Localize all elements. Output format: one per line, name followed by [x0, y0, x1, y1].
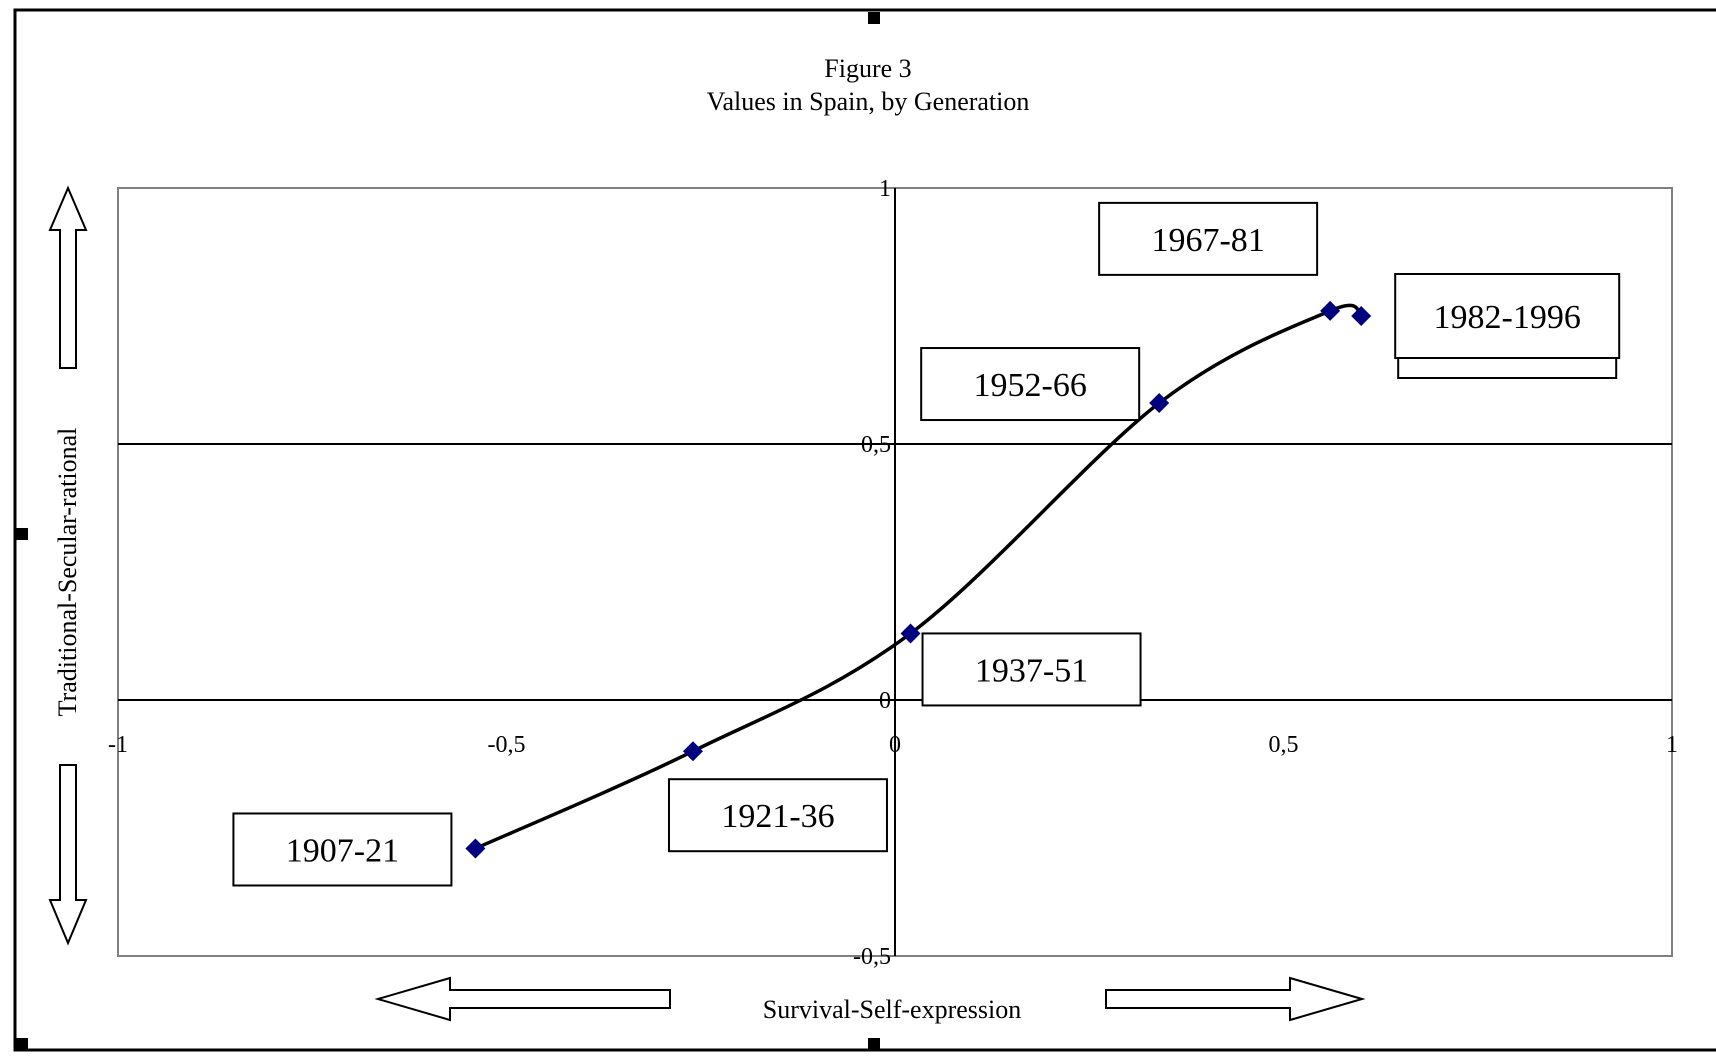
label-box	[232, 812, 453, 887]
selection-handle-top[interactable]	[868, 12, 880, 24]
selection-handle-left[interactable]	[16, 528, 28, 540]
y-tick-label: 0	[879, 688, 891, 714]
selection-handle-bottom[interactable]	[868, 1038, 880, 1050]
data-label-boxes: 1907-21 1921-36 1937-51 1952-66 1967-81 1982-…	[232, 201, 1621, 887]
data-label: 1921-36	[721, 798, 834, 835]
x-tick-label: 0	[889, 732, 901, 758]
data-point	[1149, 393, 1170, 414]
series-line	[474, 303, 1363, 851]
x-tick-label: -1	[108, 732, 128, 758]
data-label: 1952-66	[974, 367, 1087, 404]
y-tick-label: 0,5	[861, 432, 891, 458]
y-axis-label: Traditional-Secular-rational	[53, 428, 82, 717]
data-point	[1351, 306, 1372, 326]
arrow-up-icon	[48, 185, 88, 369]
data-point	[682, 741, 703, 762]
y-tick-label: 1	[879, 176, 891, 202]
data-label: 1907-21	[286, 832, 399, 869]
label-box	[921, 632, 1142, 707]
arrow-left-icon	[374, 976, 671, 1022]
axes-layer	[118, 188, 1672, 956]
x-axis-label: Survival-Self-expression	[763, 995, 1022, 1024]
x-tick-label: 0,5	[1269, 732, 1299, 758]
chart-subtitle: Values in Spain, by Generation	[707, 87, 1030, 116]
data-label: 1967-81	[1151, 222, 1264, 259]
label-box	[1098, 201, 1319, 276]
data-point	[900, 623, 921, 644]
arrow-down-icon	[48, 764, 88, 946]
data-label: 1982-1996	[1434, 299, 1581, 336]
label-box	[1394, 273, 1621, 359]
label-box	[920, 347, 1141, 422]
tick-labels: -1 -0,5 0 0,5 1 1 0,5 0 -0,5	[108, 176, 1678, 970]
data-point	[1320, 300, 1341, 321]
data-series	[465, 300, 1372, 859]
label-box	[667, 778, 888, 853]
x-tick-label: 1	[1666, 732, 1678, 758]
chart-title: Figure 3	[824, 54, 911, 83]
y-tick-label: -0,5	[853, 944, 891, 970]
arrow-right-icon	[1105, 976, 1366, 1022]
data-label: 1937-51	[975, 652, 1088, 689]
x-tick-label: -0,5	[488, 732, 526, 758]
data-point	[465, 838, 486, 859]
selection-handle-bottom-left[interactable]	[16, 1038, 28, 1050]
